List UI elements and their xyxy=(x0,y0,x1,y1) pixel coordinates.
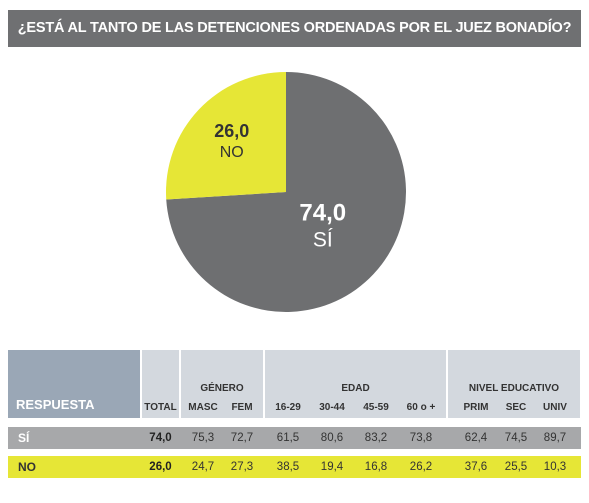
table-cell: 80,6 xyxy=(320,432,344,444)
column-header: SEC xyxy=(505,402,527,413)
table-row: NO 26,0 24,7 27,3 38,5 19,4 16,8 26,2 37… xyxy=(8,456,581,478)
column-header: FEM xyxy=(231,402,253,413)
table-cell: 62,4 xyxy=(464,432,488,444)
table-cell: 10,3 xyxy=(543,461,567,473)
group-label-genero: GÉNERO xyxy=(200,383,244,394)
table-cell: 83,2 xyxy=(364,432,388,444)
table-cell: 26,0 xyxy=(149,461,172,473)
table-cell: 37,6 xyxy=(464,461,488,473)
table-cell: 24,7 xyxy=(191,461,215,473)
pie-chart: 74,0SÍ 26,0 NO xyxy=(165,72,406,312)
table-cell: 89,7 xyxy=(543,432,567,444)
column-header: PRIM xyxy=(463,402,489,413)
table-cell: 27,3 xyxy=(230,461,254,473)
slice-value-label: 74,0 xyxy=(299,200,346,227)
group-label-nivel: NIVEL EDUCATIVO xyxy=(468,383,560,394)
nivel-header-cell xyxy=(448,350,580,418)
table-cell: 25,5 xyxy=(504,461,528,473)
row-label: SÍ xyxy=(18,431,30,445)
table-cell: 74,0 xyxy=(149,432,172,444)
table-cell: 26,2 xyxy=(409,461,433,473)
genero-header-cell xyxy=(181,350,263,418)
column-header: 45-59 xyxy=(363,402,389,413)
pie-slice-no xyxy=(165,72,286,200)
table-cell: 72,7 xyxy=(230,432,254,444)
column-header: UNIV xyxy=(543,402,567,413)
column-header: TOTAL xyxy=(144,402,177,413)
row-label: NO xyxy=(18,460,36,474)
column-header: 60 o + xyxy=(406,402,436,413)
slice-category-label: SÍ xyxy=(313,229,333,252)
response-header-label: RESPUESTA xyxy=(16,397,95,412)
table-cell: 75,3 xyxy=(191,432,215,444)
slice-value-label: 26,0 xyxy=(214,121,249,141)
column-header: 30-44 xyxy=(319,402,345,413)
table-cell: 61,5 xyxy=(276,432,300,444)
table-cell: 73,8 xyxy=(409,432,433,444)
edad-header-cell xyxy=(265,350,446,418)
response-header-cell xyxy=(8,350,140,418)
group-label-edad: EDAD xyxy=(341,383,370,394)
table-cell: 16,8 xyxy=(364,461,388,473)
chart-title: ¿ESTÁ AL TANTO DE LAS DETENCIONES ORDENA… xyxy=(8,10,581,47)
table-cell: 38,5 xyxy=(276,461,300,473)
table-cell: 74,5 xyxy=(504,432,528,444)
column-header: 16-29 xyxy=(275,402,301,413)
column-header: MASC xyxy=(188,402,218,413)
table-cell: 19,4 xyxy=(320,461,344,473)
slice-category-label: NO xyxy=(220,144,244,161)
total-header-cell xyxy=(142,350,179,418)
table-row: SÍ 74,0 75,3 72,7 61,5 80,6 83,2 73,8 62… xyxy=(8,427,581,449)
pie-slice-si xyxy=(166,72,406,312)
